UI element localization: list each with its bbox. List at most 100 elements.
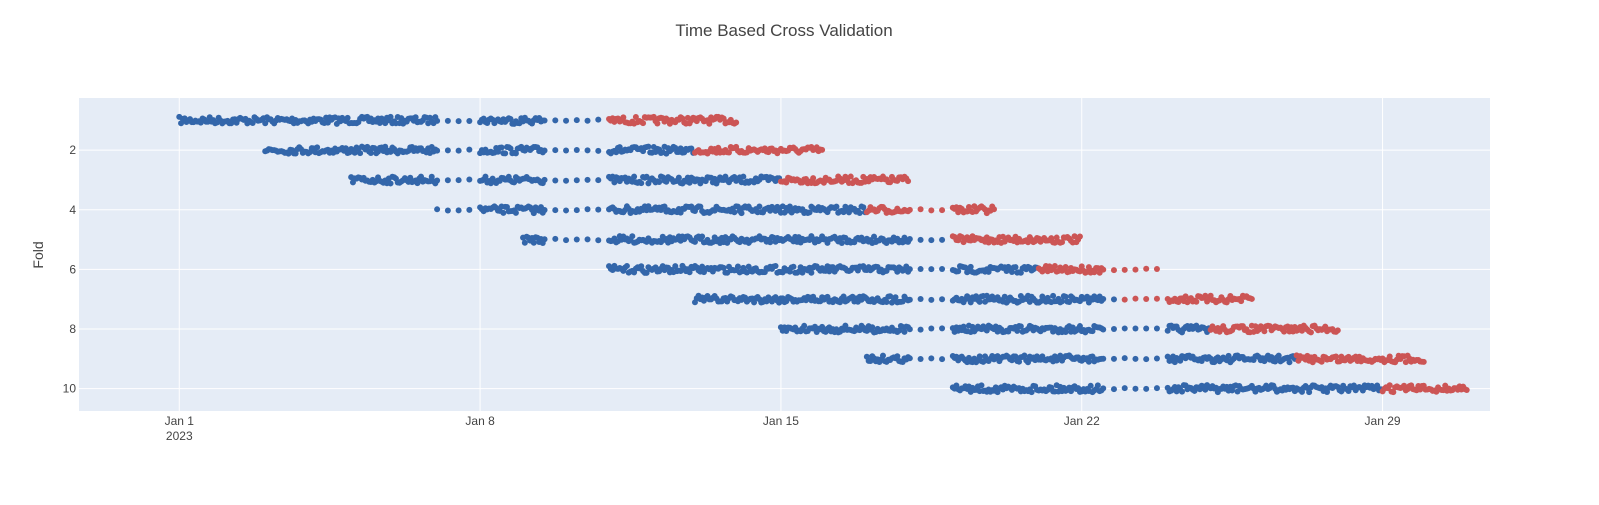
train-point	[740, 173, 747, 180]
train-point	[928, 325, 935, 332]
train-point	[573, 236, 580, 243]
test-point	[1110, 267, 1117, 274]
train-point	[1143, 385, 1150, 392]
train-point	[541, 176, 548, 183]
test-point	[620, 114, 627, 121]
train-point	[611, 179, 618, 186]
train-point	[1059, 298, 1066, 305]
train-point	[541, 147, 548, 154]
train-point	[1076, 323, 1083, 330]
test-point	[1307, 329, 1314, 336]
train-point	[455, 177, 462, 184]
test-series-fold-1	[606, 113, 740, 127]
train-point	[1177, 357, 1184, 364]
test-point	[1132, 266, 1139, 273]
test-point	[1059, 239, 1066, 246]
train-point	[382, 143, 389, 150]
train-point	[414, 180, 421, 187]
train-series-fold-8	[777, 322, 1212, 336]
train-point	[428, 173, 435, 180]
train-point	[367, 149, 374, 156]
test-series-fold-8	[1207, 322, 1341, 336]
train-point	[1132, 325, 1139, 332]
train-point	[1094, 382, 1101, 389]
train-point	[507, 116, 514, 123]
train-point	[638, 263, 645, 270]
train-point	[434, 147, 441, 154]
train-point	[444, 207, 451, 214]
train-point	[928, 237, 935, 244]
x-tick-label: Jan 15	[763, 414, 799, 428]
train-point	[444, 147, 451, 154]
train-point	[344, 114, 351, 121]
test-point	[1143, 295, 1150, 302]
chart-title: Time Based Cross Validation	[675, 21, 892, 40]
train-point	[595, 116, 602, 123]
train-point	[342, 145, 349, 152]
train-point	[466, 206, 473, 213]
train-point	[573, 147, 580, 153]
train-point	[1028, 389, 1035, 396]
test-point	[1386, 353, 1393, 360]
train-point	[249, 120, 256, 126]
y-tick-label: 10	[63, 382, 77, 396]
train-point	[883, 298, 890, 305]
train-point	[1012, 353, 1019, 360]
train-point	[1110, 355, 1117, 362]
train-point	[1153, 325, 1160, 332]
train-point	[887, 293, 894, 300]
x-tick-label: Jan 22	[1064, 414, 1100, 428]
train-point	[511, 179, 518, 186]
x-tick-label: Jan 8	[465, 414, 495, 428]
test-point	[1334, 327, 1341, 334]
train-point	[928, 355, 935, 362]
train-point	[1121, 355, 1128, 362]
test-point	[1132, 295, 1139, 302]
train-point	[1153, 385, 1160, 392]
train-point	[1017, 323, 1024, 330]
train-point	[892, 294, 899, 301]
train-point	[808, 269, 815, 276]
train-point	[434, 117, 441, 124]
train-point	[894, 353, 901, 360]
train-point	[645, 143, 652, 150]
train-point	[573, 207, 580, 214]
train-point	[976, 298, 983, 305]
train-point	[631, 173, 638, 180]
train-point	[1121, 385, 1128, 392]
train-point	[1089, 328, 1096, 335]
train-point	[906, 266, 913, 273]
data-points	[176, 113, 1470, 396]
test-point	[654, 120, 661, 127]
train-point	[1143, 325, 1150, 332]
train-point	[595, 206, 602, 213]
test-point	[1333, 353, 1340, 360]
train-point	[917, 356, 924, 363]
test-series-fold-7	[1121, 292, 1255, 306]
train-point	[1110, 296, 1117, 303]
test-point	[725, 149, 732, 156]
train-point	[1001, 293, 1008, 300]
train-point	[1275, 352, 1282, 359]
y-tick-label: 4	[69, 203, 76, 217]
test-series-fold-4	[863, 203, 997, 217]
train-point	[871, 233, 878, 240]
train-series-fold-6	[606, 262, 1040, 276]
train-point	[595, 237, 602, 244]
train-point	[1286, 359, 1293, 366]
test-point	[1261, 328, 1268, 335]
train-point	[314, 144, 321, 151]
test-point	[720, 115, 727, 122]
train-point	[1014, 327, 1021, 334]
plot-area	[79, 98, 1490, 411]
train-point	[699, 233, 706, 240]
train-point	[756, 203, 763, 210]
train-point	[584, 236, 591, 243]
train-point	[512, 209, 519, 216]
train-point	[939, 265, 946, 272]
y-tick-label: 8	[69, 322, 76, 336]
train-point	[466, 118, 473, 125]
test-point	[906, 206, 913, 213]
train-point	[767, 239, 774, 246]
train-point	[584, 176, 591, 183]
